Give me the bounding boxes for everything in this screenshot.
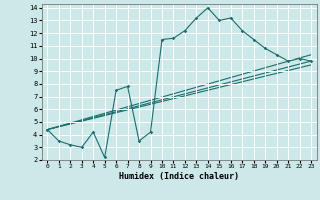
X-axis label: Humidex (Indice chaleur): Humidex (Indice chaleur) <box>119 172 239 181</box>
